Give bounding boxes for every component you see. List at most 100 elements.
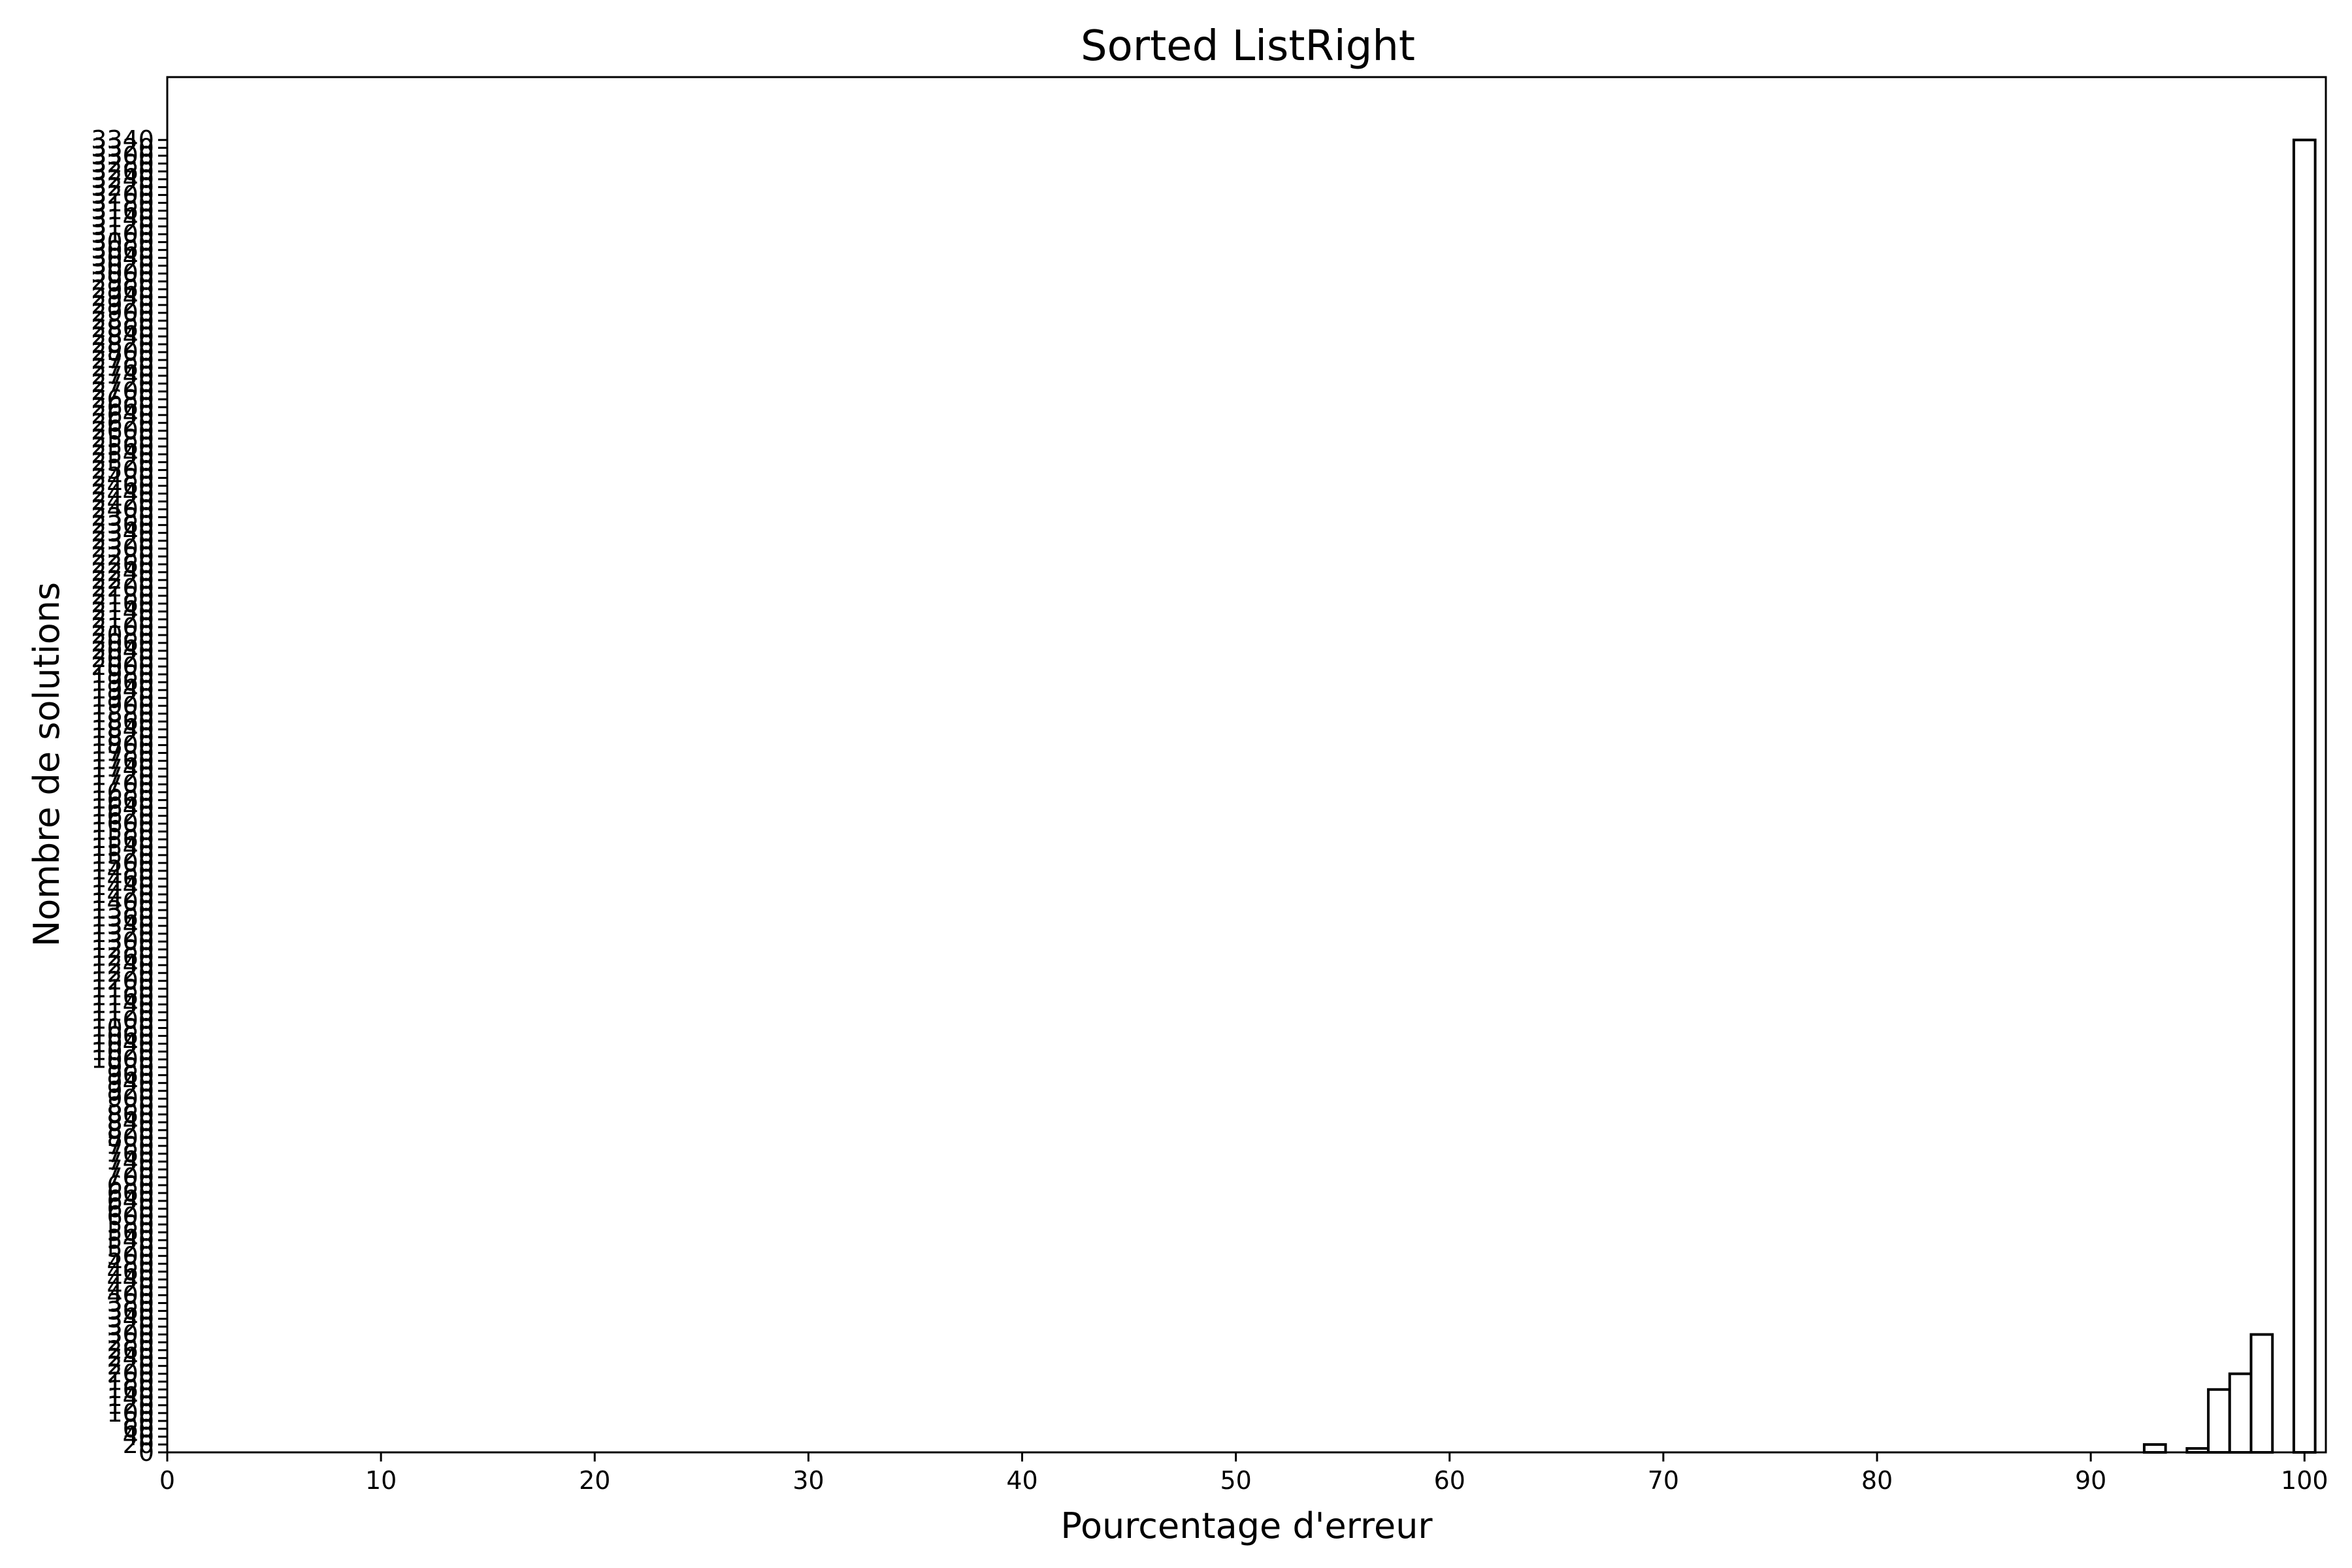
y-tick-label-2080: 2080 [91,621,154,649]
y-tick-label-240: 240 [106,1344,154,1373]
y-tick-label-3060: 3060 [91,236,154,265]
y-tick-label-1300: 1300 [91,927,154,956]
y-tick-label-1280: 1280 [91,935,154,964]
y-tick-label-60: 60 [123,1414,154,1443]
y-tick-label-320: 320 [106,1313,154,1341]
y-tick-label-300: 300 [106,1320,154,1349]
y-tick-label-1340: 1340 [91,911,154,940]
y-tick-label-2400: 2400 [91,495,154,524]
y-tick-label-760: 760 [106,1139,154,1168]
bar-98 [2249,1333,2274,1454]
y-tick-label-1060: 1060 [91,1021,154,1050]
y-tick-label-2060: 2060 [91,629,154,657]
y-tick-label-2200: 2200 [91,574,154,602]
y-tick-label-2640: 2640 [91,400,154,429]
bar-96 [2207,1388,2231,1454]
y-tick-label-900: 900 [106,1085,154,1113]
y-tick-label-540: 540 [106,1226,154,1254]
y-tick-label-2880: 2880 [91,306,154,335]
x-tick-label-0: 0 [159,1466,175,1495]
y-tick-label-1720: 1720 [91,762,154,791]
y-tick-label-2320: 2320 [91,527,154,555]
y-tick-label-2580: 2580 [91,424,154,453]
y-tick-label-1620: 1620 [91,802,154,830]
y-tick-label-2900: 2900 [91,299,154,327]
y-tick-label-1740: 1740 [91,755,154,783]
y-tick-label-1120: 1120 [91,998,154,1026]
y-tick-label-500: 500 [106,1241,154,1270]
y-tick-label-3160: 3160 [91,196,154,225]
y-tick-label-1200: 1200 [91,966,154,995]
plot-frame [166,76,2327,1454]
y-tick-label-1100: 1100 [91,1005,154,1034]
y-tick-label-3260: 3260 [91,157,154,186]
y-tick-label-2500: 2500 [91,455,154,484]
y-tick-label-2420: 2420 [91,487,154,516]
y-tick-label-1400: 1400 [91,888,154,917]
y-tick-label-2920: 2920 [91,291,154,319]
y-tick-label-1160: 1160 [91,982,154,1011]
y-tick-label-3080: 3080 [91,228,154,257]
y-tick-label-1020: 1020 [91,1037,154,1066]
y-tick-label-1220: 1220 [91,958,154,987]
x-tick-label-30: 30 [792,1466,824,1495]
y-tick-label-1260: 1260 [91,943,154,972]
y-tick-label-380: 380 [106,1288,154,1317]
y-tick-label-2720: 2720 [91,369,154,398]
y-tick-label-2760: 2760 [91,353,154,382]
y-tick-label-420: 420 [106,1273,154,1301]
y-tick-label-360: 360 [106,1296,154,1325]
y-tick-label-2700: 2700 [91,377,154,406]
y-tick-label-1380: 1380 [91,896,154,924]
y-tick-label-840: 840 [106,1108,154,1137]
y-tick-label-960: 960 [106,1061,154,1090]
y-tick-label-720: 720 [106,1155,154,1184]
y-tick-label-2840: 2840 [91,322,154,351]
y-tick-label-2440: 2440 [91,480,154,508]
x-tick-label-20: 20 [579,1466,610,1495]
x-tick-label-80: 80 [1861,1466,1893,1495]
y-tick-label-2360: 2360 [91,511,154,540]
y-tick-label-3340: 3340 [91,125,154,154]
y-tick-label-880: 880 [106,1092,154,1121]
bar-97 [2228,1372,2253,1454]
y-tick-label-920: 920 [106,1077,154,1105]
y-tick-label-660: 660 [106,1179,154,1207]
y-tick-label-1480: 1480 [91,857,154,885]
y-tick-label-0: 0 [139,1438,154,1467]
x-tick-label-70: 70 [1648,1466,1679,1495]
y-tick-label-2000: 2000 [91,652,154,681]
y-tick-label-180: 180 [106,1367,154,1396]
bar-100 [2292,139,2317,1454]
y-tick-label-3120: 3120 [91,212,154,241]
y-tick-label-1560: 1560 [91,825,154,854]
y-tick-label-340: 340 [106,1305,154,1333]
y-tick-label-3020: 3020 [91,252,154,280]
y-tick-label-2120: 2120 [91,605,154,634]
y-tick-label-3140: 3140 [91,204,154,233]
y-tick-label-1660: 1660 [91,786,154,815]
y-tick-label-480: 480 [106,1249,154,1278]
y-tick-label-140: 140 [106,1383,154,1412]
y-tick-label-1840: 1840 [91,715,154,743]
y-tick-label-1180: 1180 [91,974,154,1003]
y-tick-label-2160: 2160 [91,589,154,618]
y-tick-label-560: 560 [106,1218,154,1247]
y-tick-label-940: 940 [106,1069,154,1098]
x-tick-label-50: 50 [1220,1466,1251,1495]
y-tick-label-1680: 1680 [91,778,154,807]
y-tick-label-2260: 2260 [91,550,154,579]
y-tick-label-2180: 2180 [91,581,154,610]
y-tick-label-3240: 3240 [91,165,154,193]
y-tick-label-1500: 1500 [91,849,154,877]
y-tick-label-2100: 2100 [91,613,154,642]
y-tick-label-1640: 1640 [91,794,154,823]
y-tick-label-120: 120 [106,1391,154,1420]
y-tick-label-1240: 1240 [91,951,154,979]
y-tick-label-1980: 1980 [91,660,154,689]
y-tick-label-3100: 3100 [91,220,154,249]
y-tick-label-160: 160 [106,1375,154,1404]
y-tick-label-1940: 1940 [91,676,154,704]
y-tick-label-620: 620 [106,1194,154,1223]
